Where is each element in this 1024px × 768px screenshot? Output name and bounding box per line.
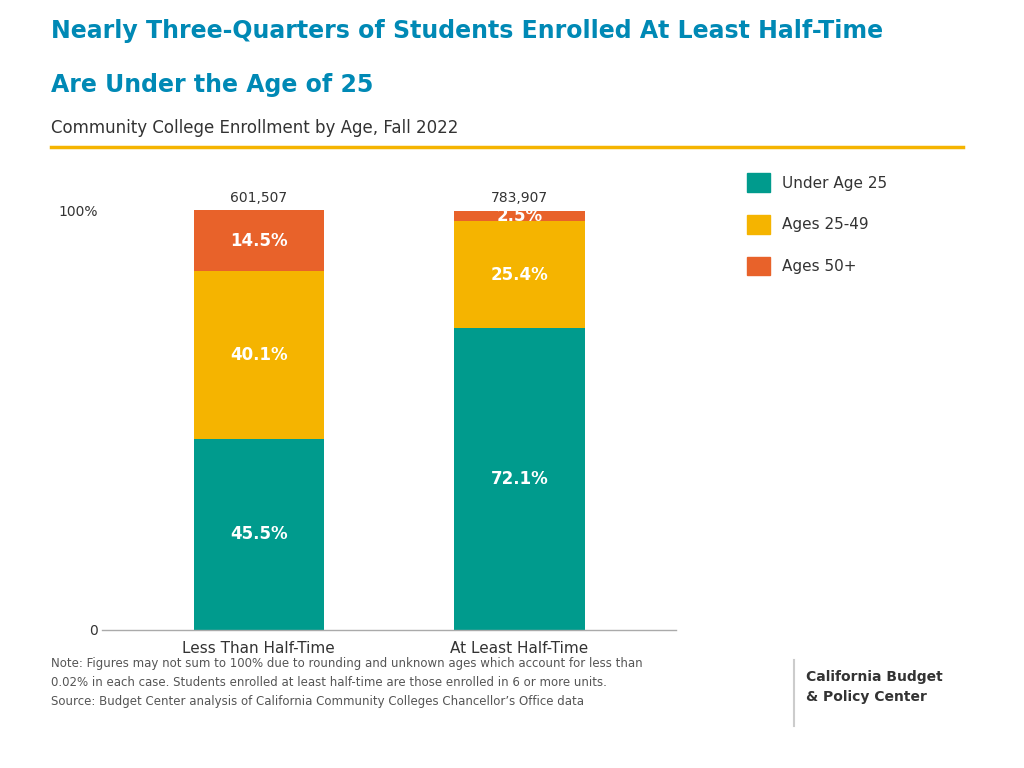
Text: Note: Figures may not sum to 100% due to rounding and unknown ages which account: Note: Figures may not sum to 100% due to… [51,657,643,707]
Text: 72.1%: 72.1% [490,470,548,488]
Text: 783,907: 783,907 [490,190,548,204]
Text: 14.5%: 14.5% [230,232,288,250]
Bar [455,328,585,630]
Text: Nearly Three-Quarters of Students Enrolled At Least Half-Time: Nearly Three-Quarters of Students Enroll… [51,19,884,43]
Text: Community College Enrollment by Age, Fall 2022: Community College Enrollment by Age, Fal… [51,119,459,137]
Text: California Budget
& Policy Center: California Budget & Policy Center [806,670,943,704]
Bar [194,210,324,271]
Bar [455,221,585,328]
Legend: Under Age 25, Ages 25-49, Ages 50+: Under Age 25, Ages 25-49, Ages 50+ [740,167,893,281]
Text: 601,507: 601,507 [230,190,288,204]
Bar [194,271,324,439]
Text: 2.5%: 2.5% [497,207,543,225]
Bar [455,211,585,221]
Text: 45.5%: 45.5% [230,525,288,544]
Text: 40.1%: 40.1% [230,346,288,364]
Text: Are Under the Age of 25: Are Under the Age of 25 [51,73,374,97]
Text: 25.4%: 25.4% [490,266,548,283]
Bar [194,439,324,630]
